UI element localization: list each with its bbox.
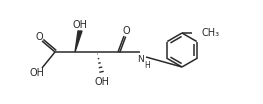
Text: OH: OH (29, 68, 44, 78)
Text: H: H (144, 61, 150, 69)
Text: N: N (136, 56, 143, 64)
Text: O: O (122, 26, 130, 36)
Polygon shape (75, 31, 82, 52)
Text: O: O (35, 32, 43, 42)
Text: OH: OH (94, 77, 109, 87)
Text: OH: OH (73, 20, 88, 30)
Text: CH₃: CH₃ (201, 28, 219, 38)
